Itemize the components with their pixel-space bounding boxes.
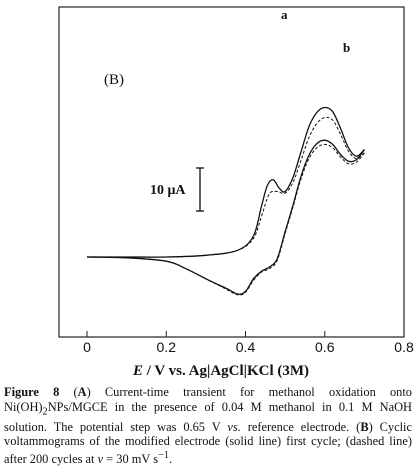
caption-text: = 30 mV s xyxy=(103,451,159,466)
cyclic-voltammogram-chart: 0 0.2 0.4 0.6 0.8 (B) 10 μA a b E / V vs. Ag… xyxy=(58,6,414,379)
curves xyxy=(86,106,365,296)
caption-panel-b: B xyxy=(360,419,369,434)
scale-bar-label: 10 μA xyxy=(150,183,186,198)
x-tick-label: 0.2 xyxy=(157,339,177,355)
plot-frame xyxy=(58,6,405,338)
caption-text: NPs/MGCE in the presence of 0.04 M metha… xyxy=(4,399,412,434)
series-a-reverse-line xyxy=(86,139,365,295)
figure-caption: Figure 8 (A) Current-time transient for … xyxy=(4,385,412,467)
caption-text: ) Current-time transient for methanol ox… xyxy=(4,385,412,414)
caption-text: . xyxy=(169,451,173,466)
caption-italic-v: v xyxy=(97,451,104,466)
x-axis-label: E / V vs. Ag|AgCl|KCl (3M) xyxy=(132,363,309,379)
panel-label: (B) xyxy=(104,72,124,88)
series-b-reverse-line xyxy=(86,143,365,296)
series-a-forward-line xyxy=(86,106,365,258)
caption-italic-vs: vs. xyxy=(227,419,241,434)
caption-text: ( xyxy=(59,385,78,399)
x-tick-label: 0 xyxy=(83,339,91,355)
x-ticks: 0 0.2 0.4 0.6 0.8 xyxy=(83,331,414,355)
caption-superscript: −1 xyxy=(158,449,170,461)
series-label-a: a xyxy=(281,7,288,22)
caption-text: ) Cyclic voltammograms of the modified e… xyxy=(4,419,412,466)
series-b-forward-line xyxy=(86,116,365,258)
x-tick-label: 0.4 xyxy=(236,339,256,355)
caption-subscript: 2 xyxy=(42,406,48,418)
caption-panel-a: A xyxy=(77,385,87,399)
caption-figure-number: Figure 8 xyxy=(4,385,60,399)
caption-text: reference electrode. ( xyxy=(240,419,361,434)
x-tick-label: 0.8 xyxy=(394,339,414,355)
scale-bar xyxy=(196,167,204,212)
series-label-b: b xyxy=(343,40,350,55)
x-tick-label: 0.6 xyxy=(315,339,335,355)
